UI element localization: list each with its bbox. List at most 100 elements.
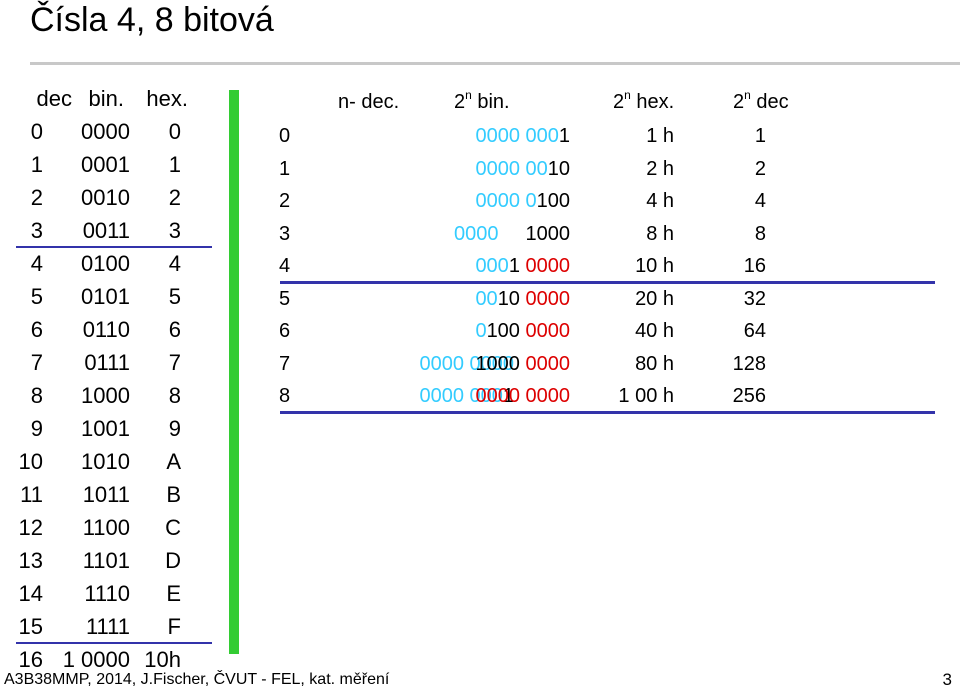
cell-n-dec: 7 bbox=[279, 352, 291, 375]
cell-2n-bin: 1000 bbox=[526, 218, 571, 250]
cell-bin: 1001 bbox=[81, 416, 130, 441]
cell-2n-dec: 4 bbox=[754, 190, 766, 212]
table-row: 14 1110 E bbox=[0, 577, 205, 610]
exponent: n bbox=[465, 88, 472, 102]
table-row: 11 1011 B bbox=[0, 478, 205, 511]
red-digits: 0000 bbox=[525, 320, 571, 342]
table-row: 4 0100 4 bbox=[0, 247, 205, 280]
cell-2n-bin: 0010 0000 bbox=[475, 283, 570, 315]
cell-bin: 1111 bbox=[85, 614, 130, 639]
cell-2n-dec: 8 bbox=[754, 222, 766, 245]
cell-dec: 3 bbox=[30, 218, 43, 243]
cell-2n-hex: 1 h bbox=[646, 125, 674, 147]
table-row: 4 0001 0000 10 h 16 bbox=[260, 250, 940, 283]
cell-2n-dec: 128 bbox=[732, 352, 766, 375]
cell-n-dec: 3 bbox=[279, 222, 291, 245]
left-table-rule bbox=[16, 246, 212, 248]
cell-2n-hex: 8 h bbox=[646, 222, 674, 245]
cell-hex: B bbox=[166, 482, 181, 507]
black-digits: 100 bbox=[486, 320, 526, 342]
base: 2 bbox=[454, 91, 466, 113]
cell-hex: 0 bbox=[168, 119, 181, 144]
header-2n-bin: 2n bin. bbox=[454, 86, 510, 118]
exponent: n bbox=[744, 88, 751, 102]
label: bin. bbox=[471, 91, 510, 113]
cell-dec: 6 bbox=[30, 317, 43, 342]
cell-n-dec: 5 bbox=[279, 287, 291, 310]
table-row: 8 0000 0001 0000 0000 1 00 h 256 bbox=[260, 380, 940, 413]
cell-2n-hex: 10 h bbox=[635, 255, 674, 277]
right-table-body: 0 0000 0001 1 h 1 1 0000 0010 2 h 2 2 0000 0100 4 … bbox=[260, 120, 940, 414]
cell-bin: 0001 bbox=[81, 152, 130, 177]
black-digits: 100 bbox=[536, 190, 570, 212]
cyan-digits: 000 bbox=[475, 255, 509, 277]
cell-dec: 12 bbox=[18, 515, 43, 540]
cell-2n-bin: 1000 0000 bbox=[475, 348, 570, 380]
cell-hex: 10h bbox=[144, 647, 181, 672]
label: hex. bbox=[630, 91, 675, 113]
cell-dec: 5 bbox=[30, 284, 43, 309]
table-row: 15 1111 F bbox=[0, 610, 205, 643]
cell-2n-dec: 256 bbox=[732, 385, 766, 407]
cell-bin: 1101 bbox=[82, 548, 130, 573]
table-row: 12 1100 C bbox=[0, 511, 205, 544]
cell-dec: 7 bbox=[30, 350, 43, 375]
cell-2n-dec: 64 bbox=[743, 320, 766, 342]
cell-hex: 8 bbox=[168, 383, 181, 408]
cell-dec: 11 bbox=[20, 482, 43, 507]
cyan-digits: 0000 000 bbox=[475, 125, 559, 147]
cell-hex: 6 bbox=[168, 317, 181, 342]
cell-extended-bits: 0000 bbox=[454, 218, 514, 250]
cell-2n-hex: 20 h bbox=[635, 287, 674, 310]
cell-dec: 10 bbox=[18, 449, 43, 474]
table-row: 7 0111 7 bbox=[0, 346, 205, 379]
cell-bin: 0011 bbox=[82, 218, 130, 243]
title-underline bbox=[30, 62, 960, 65]
black-digits: 1000 bbox=[525, 222, 571, 245]
cell-bin: 0111 bbox=[84, 350, 130, 375]
cell-bin: 0100 bbox=[81, 251, 130, 276]
right-table: n- dec. 2n bin. 2n hex. 2n dec 0 0000 000… bbox=[260, 86, 940, 414]
red-digits: 0000 bbox=[525, 255, 571, 277]
header-2n-dec: 2n dec bbox=[733, 86, 789, 118]
cell-2n-dec: 32 bbox=[743, 287, 766, 310]
table-row: 1 0001 1 bbox=[0, 148, 205, 181]
cell-hex: 5 bbox=[168, 284, 181, 309]
base: 2 bbox=[733, 91, 745, 113]
cell-bin: 1 0000 bbox=[62, 647, 130, 672]
green-divider-bar bbox=[229, 90, 239, 654]
cell-hex: 4 bbox=[168, 251, 181, 276]
cell-n-dec: 8 bbox=[279, 385, 291, 407]
right-table-rule bbox=[280, 280, 935, 284]
cell-dec: 16 bbox=[18, 647, 43, 672]
left-table-header: dec bin. hex. bbox=[0, 82, 205, 115]
header-hex: hex. bbox=[146, 86, 188, 111]
cell-dec: 9 bbox=[30, 416, 43, 441]
cell-hex: 1 bbox=[168, 152, 181, 177]
cell-2n-bin: 0000 0001 bbox=[475, 120, 570, 152]
label: dec bbox=[750, 91, 789, 113]
black-digits: 10 bbox=[547, 157, 570, 180]
cell-bin: 0110 bbox=[82, 317, 130, 342]
cell-dec: 14 bbox=[18, 581, 43, 606]
table-row: 0 0000 0 bbox=[0, 115, 205, 148]
table-row: 9 1001 9 bbox=[0, 412, 205, 445]
cell-dec: 13 bbox=[18, 548, 43, 573]
cell-hex: 3 bbox=[168, 218, 181, 243]
table-row: 1 0000 0010 2 h 2 bbox=[260, 153, 940, 186]
cell-2n-hex: 2 h bbox=[646, 157, 674, 180]
cell-hex: D bbox=[165, 548, 181, 573]
red-digits: 0000 bbox=[525, 287, 571, 310]
cell-n-dec: 1 bbox=[279, 157, 291, 180]
cell-bin: 1011 bbox=[82, 482, 130, 507]
cyan-digits: 0000 00 bbox=[475, 157, 548, 180]
right-table-header: n- dec. 2n bin. 2n hex. 2n dec bbox=[260, 86, 940, 120]
cell-bin: 0000 bbox=[81, 119, 130, 144]
cell-hex: A bbox=[166, 449, 181, 474]
table-row: 10 1010 A bbox=[0, 445, 205, 478]
left-table-body: 0 0000 0 1 0001 1 2 0010 2 3 0011 3 4 0100 4 5 0101 5 6 011… bbox=[0, 115, 212, 676]
cell-hex: 9 bbox=[168, 416, 181, 441]
cell-hex: 2 bbox=[168, 185, 181, 210]
red-digits: 0000 0000 bbox=[475, 385, 570, 407]
cell-2n-hex: 4 h bbox=[646, 190, 674, 212]
